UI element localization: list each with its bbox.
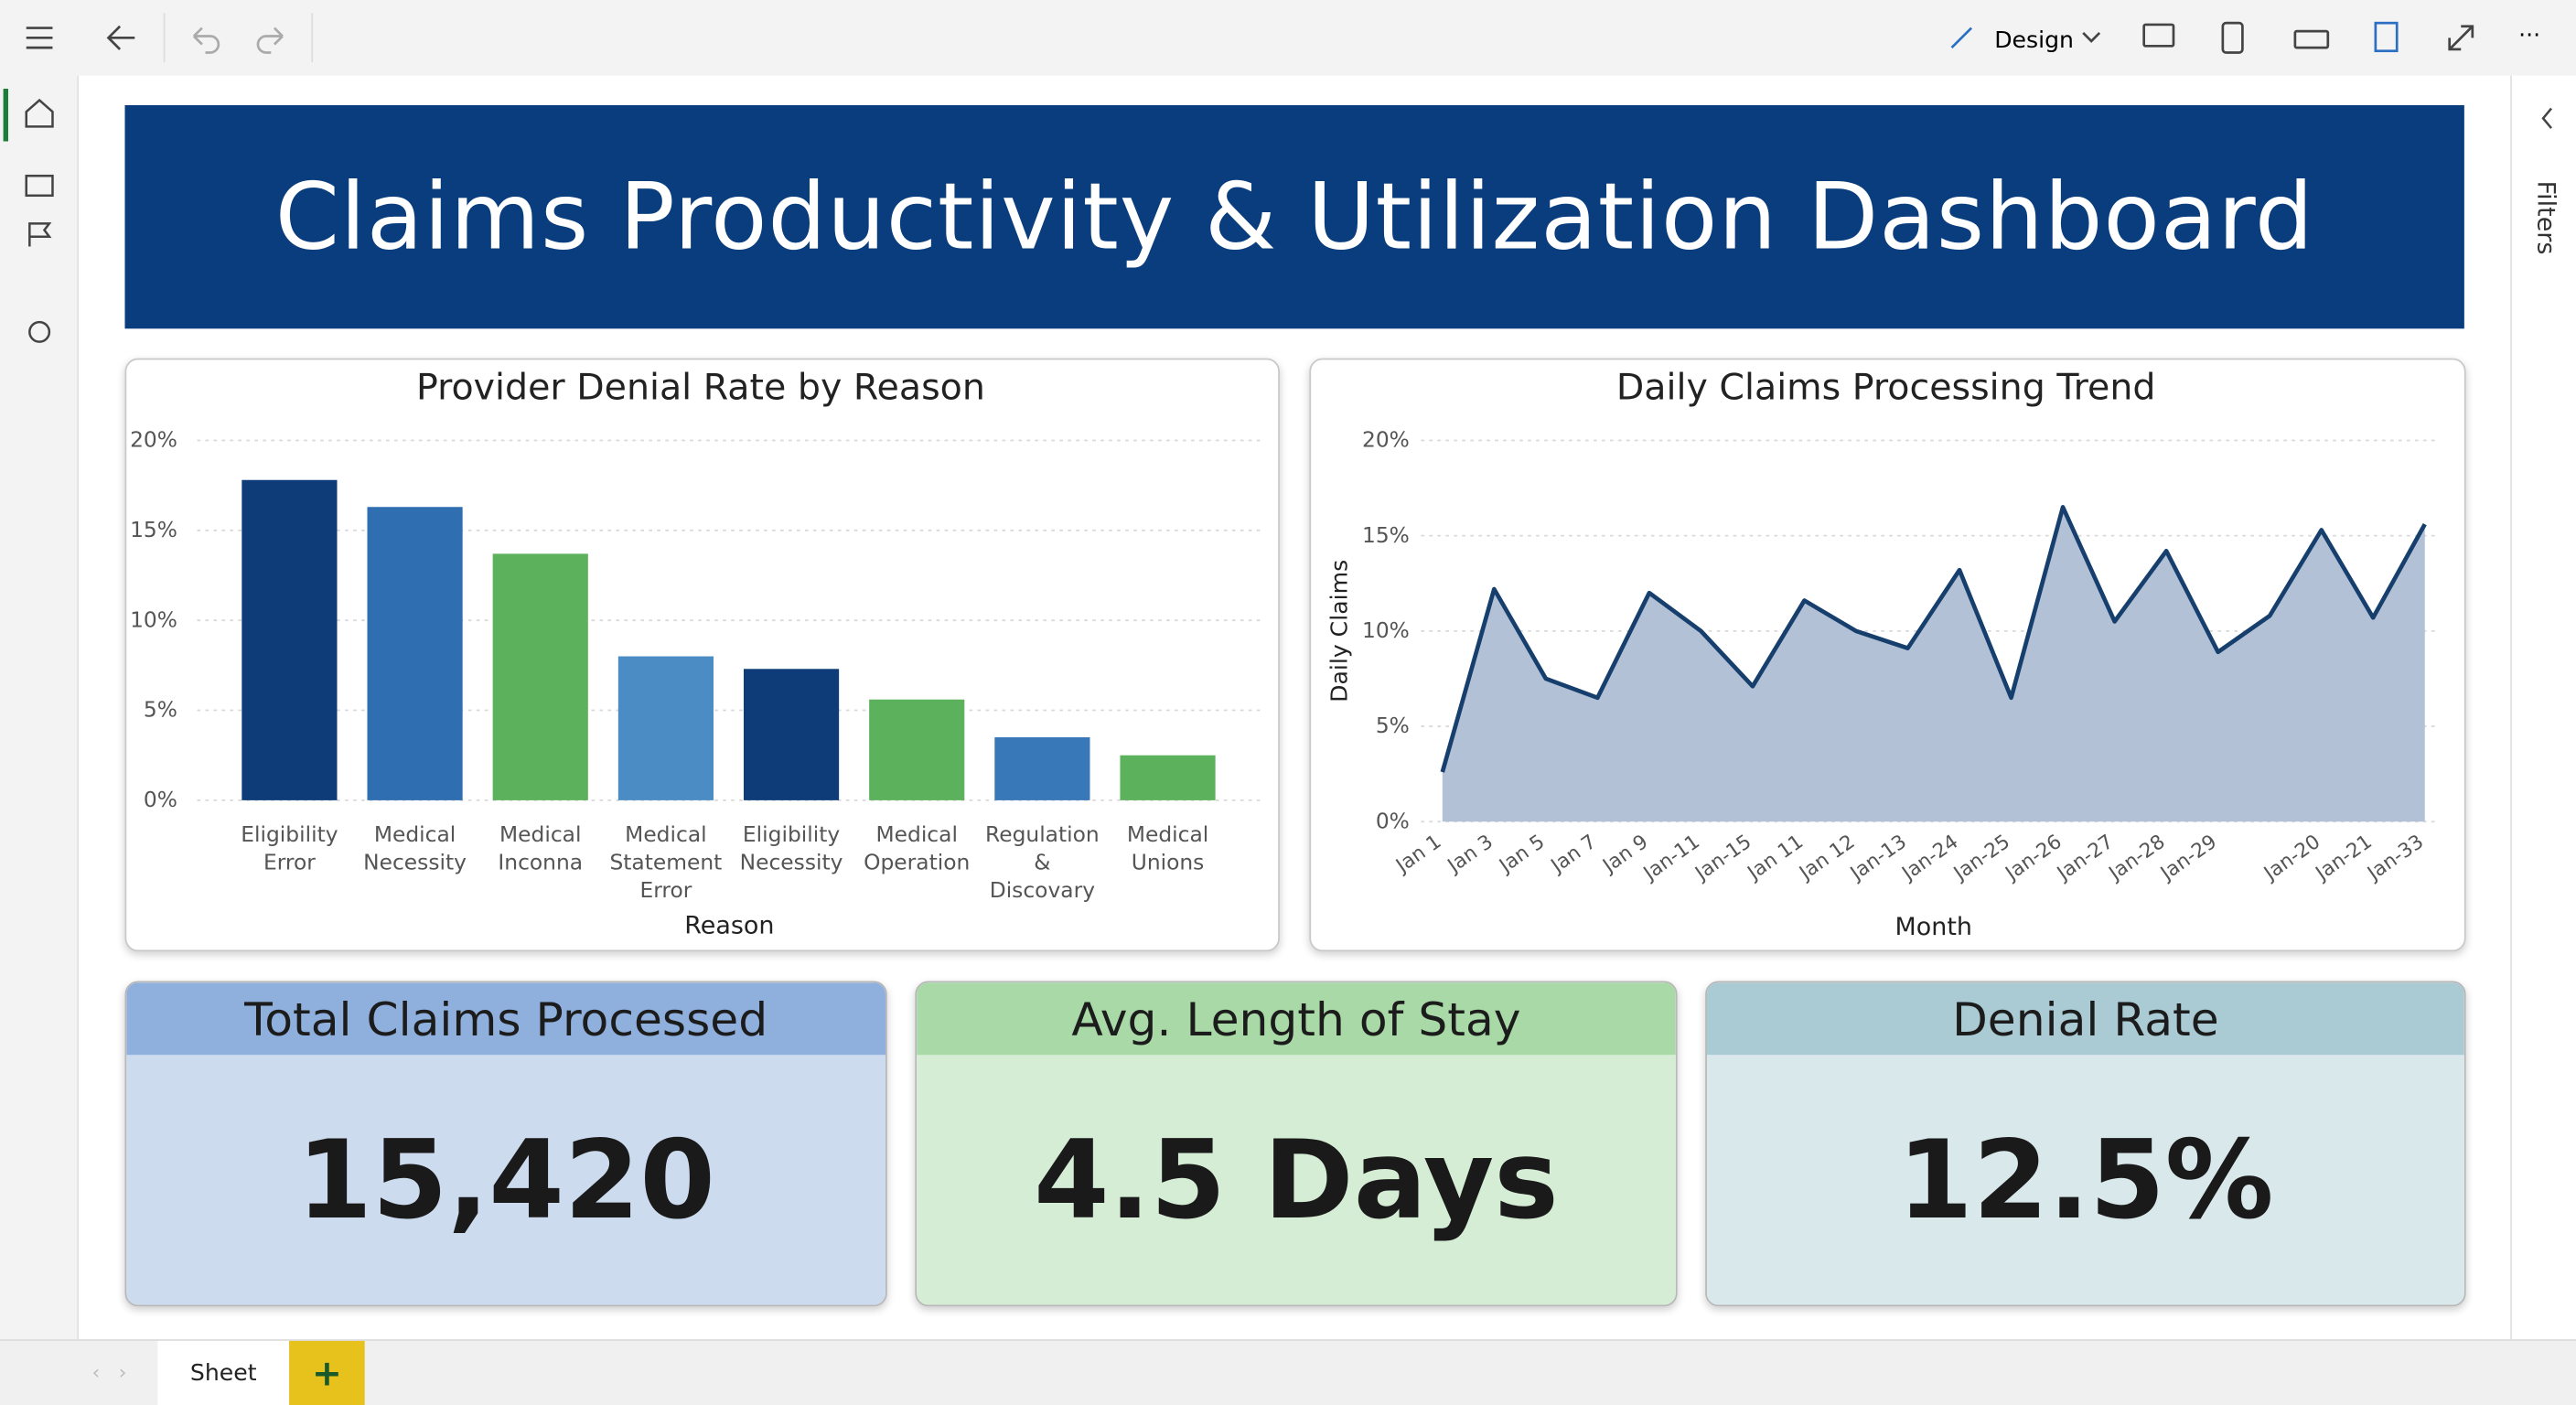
y-tick-label: 0%	[1376, 808, 1410, 833]
kpi-card: Total Claims Processed 15,420	[124, 981, 887, 1307]
filters-label[interactable]: Filters	[2531, 180, 2561, 255]
expand-icon[interactable]	[2448, 25, 2474, 51]
x-tick-label: Jan-29	[2155, 831, 2221, 886]
home-icon[interactable]	[25, 98, 54, 128]
back-icon[interactable]	[106, 25, 135, 50]
x-tick-label: Jan 7	[1546, 831, 1601, 878]
kpi-value: 12.5%	[1706, 1055, 2464, 1305]
x-tick-label: Eligibility Error	[241, 823, 338, 876]
x-tick-label: Medical Unions	[1126, 823, 1209, 876]
x-tick-label: Jan-26	[2001, 831, 2066, 886]
y-tick-label: 5%	[144, 697, 177, 723]
settings-icon[interactable]	[28, 320, 51, 343]
bar	[367, 507, 463, 800]
y-tick-label: 10%	[130, 606, 177, 632]
x-tick-label: Jan-27	[2052, 831, 2118, 886]
kpi-card: Avg. Length of Stay 4.5 Days	[915, 981, 1678, 1307]
kpi-label: Avg. Length of Stay	[917, 982, 1676, 1056]
kpi-label: Denial Rate	[1706, 982, 2464, 1056]
design-button[interactable]: Design	[1994, 27, 2074, 53]
y-tick-label: 0%	[144, 787, 177, 812]
bar	[869, 699, 965, 800]
x-tick-label: Jan 5	[1494, 831, 1549, 878]
x-tick-label: Medical Inconna	[498, 823, 584, 876]
undo-icon[interactable]	[192, 27, 220, 54]
x-tick-label: Jan 1	[1390, 831, 1445, 878]
bar	[994, 737, 1090, 800]
menu-icon[interactable]	[26, 27, 53, 49]
kpi-value: 4.5 Days	[917, 1055, 1676, 1305]
y-tick-label: 5%	[1376, 713, 1410, 738]
sheet-tab[interactable]: Sheet	[157, 1340, 290, 1405]
bar	[1120, 755, 1216, 800]
x-tick-label: Jan 3	[1443, 831, 1497, 878]
x-tick-label: Jan-15	[1690, 831, 1755, 886]
y-axis-title: Daily Claims	[1326, 560, 1353, 702]
print-icon[interactable]	[2293, 29, 2330, 49]
x-tick-label: Jan-13	[1845, 831, 1911, 886]
x-axis-title: Reason	[684, 910, 775, 940]
sheet-bar: ‹ › Sheet +	[0, 1339, 2576, 1405]
left-nav	[3, 75, 80, 1340]
x-tick-label: Jan-28	[2104, 831, 2170, 886]
filters-toggle[interactable]	[2512, 76, 2576, 175]
bar	[617, 656, 714, 800]
kpi-value: 15,420	[126, 1055, 886, 1305]
data-icon[interactable]	[25, 174, 54, 198]
x-tick-label: Jan-33	[2362, 831, 2428, 886]
sheet-nav[interactable]: ‹ ›	[91, 1360, 127, 1384]
y-tick-label: 15%	[130, 517, 177, 542]
filters-pane: Filters	[2510, 75, 2576, 1340]
y-tick-label: 20%	[1362, 427, 1410, 453]
x-tick-label: Medical Statement Error	[609, 823, 723, 905]
x-tick-label: Eligibility Necessity	[739, 823, 843, 876]
x-axis-title: Month	[1895, 913, 1972, 941]
x-tick-label: Medical Operation	[864, 823, 971, 876]
toolbar: Design ···	[0, 0, 2576, 76]
design-icon[interactable]	[1950, 27, 1973, 49]
kpi-label: Total Claims Processed	[126, 982, 886, 1056]
area	[1442, 507, 2425, 822]
kpi-card: Denial Rate 12.5%	[1705, 981, 2466, 1307]
bar	[743, 669, 840, 800]
more-button[interactable]: ···	[2518, 22, 2540, 48]
y-tick-label: 20%	[130, 427, 177, 453]
redo-icon[interactable]	[256, 27, 284, 54]
x-tick-label: Jan 11	[1743, 831, 1808, 885]
mobile-icon[interactable]	[2221, 21, 2244, 54]
save-icon[interactable]	[2374, 21, 2399, 53]
bar	[242, 479, 338, 800]
model-icon[interactable]	[28, 222, 52, 247]
x-tick-label: Jan-11	[1638, 831, 1704, 886]
x-tick-label: Medical Necessity	[363, 823, 467, 876]
comment-icon[interactable]	[2142, 23, 2175, 48]
bar	[492, 553, 588, 800]
y-tick-label: 10%	[1362, 617, 1410, 643]
add-sheet-button[interactable]: +	[289, 1340, 365, 1405]
dashboard-title: Claims Productivity & Utilization Dashbo…	[124, 104, 2464, 329]
design-caret[interactable]	[2082, 31, 2101, 43]
x-tick-label: Jan-21	[2311, 831, 2377, 886]
chart-title: Daily Claims Processing Trend	[1615, 368, 2156, 410]
y-tick-label: 15%	[1362, 522, 1410, 548]
x-tick-label: Jan-25	[1948, 831, 2014, 886]
x-tick-label: Regulation & Discovary	[985, 823, 1100, 905]
x-tick-label: Jan 12	[1794, 831, 1859, 885]
line	[1440, 505, 2427, 773]
x-tick-label: Jan-20	[2259, 831, 2324, 886]
x-tick-label: Jan-24	[1896, 831, 1962, 886]
chart-title: Provider Denial Rate by Reason	[415, 368, 985, 410]
